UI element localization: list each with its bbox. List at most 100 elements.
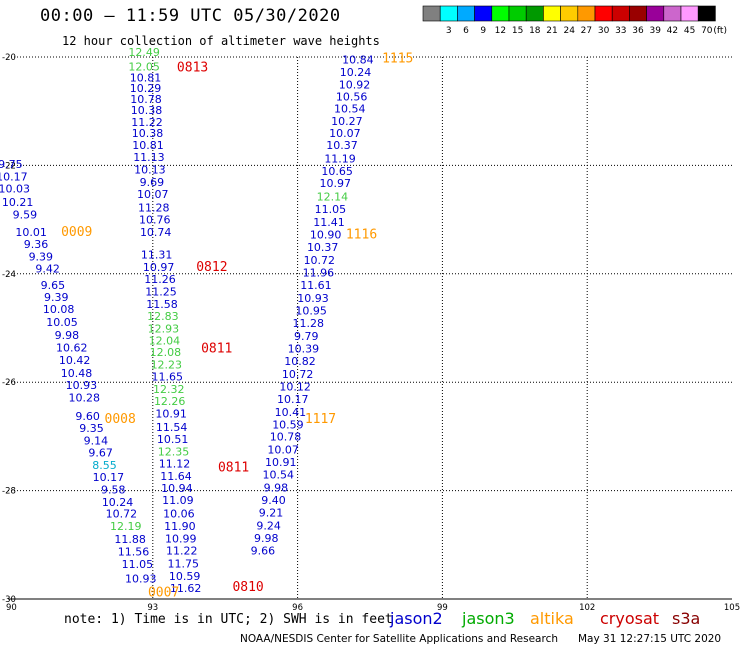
y-tick-label: -20 <box>2 53 16 63</box>
pass-time-label: 0812 <box>196 260 227 275</box>
y-tick-label: -30 <box>2 595 16 605</box>
swh-value: 12.23 <box>151 359 183 372</box>
swh-value: 11.75 <box>167 558 199 571</box>
swh-value: 10.06 <box>163 508 195 521</box>
swh-value: 9.60 <box>75 410 100 423</box>
swh-value: 10.78 <box>130 93 162 106</box>
scale-label: 9 <box>480 26 486 36</box>
swh-value: 10.82 <box>284 355 316 368</box>
swh-value: 9.69 <box>140 176 165 189</box>
swh-value: 11.90 <box>164 520 196 533</box>
swh-value: 11.12 <box>159 457 191 470</box>
x-tick-label: 105 <box>724 603 740 610</box>
pass-1115-1117: 10.8410.2410.9210.5610.5410.2710.0710.37… <box>251 54 374 558</box>
swh-value: 11.05 <box>122 558 154 571</box>
y-tick-label: -28 <box>2 487 16 497</box>
swh-value: 10.54 <box>334 102 366 115</box>
x-tick-label: 96 <box>292 603 303 610</box>
pass-time-label: 0810 <box>232 580 263 595</box>
swh-value: 9.39 <box>29 250 54 263</box>
swh-value: 10.29 <box>130 82 162 95</box>
swh-value: 12.26 <box>154 395 186 408</box>
swh-value: 10.17 <box>93 471 125 484</box>
swh-value: 11.64 <box>160 470 192 483</box>
swh-value: 12.19 <box>110 520 142 533</box>
swh-value: 10.37 <box>307 241 339 254</box>
swh-value: 9.14 <box>84 435 109 448</box>
legend-jason2: jason2 <box>390 609 443 628</box>
swh-value: 12.14 <box>317 191 349 204</box>
pass-0009-0007: 9.7510.1710.0310.219.5910.019.369.399.42… <box>0 158 156 586</box>
scale-label: 39 <box>649 26 661 36</box>
units-note: note: 1) Time is in UTC; 2) SWH is in fe… <box>64 612 393 627</box>
swh-value: 9.39 <box>44 291 69 304</box>
legend-jason3: jason3 <box>462 609 515 628</box>
scale-label: 36 <box>632 26 644 36</box>
swh-value: 9.36 <box>24 238 49 251</box>
swh-value: 10.27 <box>331 115 363 128</box>
swh-value: 11.54 <box>156 421 188 434</box>
scale-label: 15 <box>512 26 523 36</box>
swh-value: 10.72 <box>282 368 314 381</box>
swh-value: 11.62 <box>170 582 202 595</box>
swh-value: 9.98 <box>55 329 80 342</box>
pass-time-label: 1116 <box>346 228 377 243</box>
swh-value: 10.94 <box>161 482 193 495</box>
swh-value: 9.75 <box>0 158 23 171</box>
swh-value: 11.25 <box>145 285 177 298</box>
pass-time-label: 1117 <box>305 412 336 427</box>
swh-value: 10.92 <box>339 78 371 91</box>
swh-value: 11.96 <box>303 267 335 280</box>
swh-value: 10.78 <box>270 431 302 444</box>
swh-value: 10.97 <box>319 177 351 190</box>
swh-value: 11.26 <box>144 273 176 286</box>
swh-value: 10.12 <box>279 380 311 393</box>
swh-value: 10.17 <box>0 171 28 184</box>
swh-value: 10.54 <box>263 469 295 482</box>
pass-time-label: 0008 <box>105 412 136 427</box>
x-tick-label: 102 <box>579 603 595 610</box>
scale-label: 18 <box>529 26 541 36</box>
swh-value: 10.03 <box>0 183 30 196</box>
swh-value: 9.98 <box>264 482 289 495</box>
scale-label: 6 <box>463 26 469 36</box>
scale-label: 21 <box>546 26 557 36</box>
x-tick-label: 93 <box>147 603 158 610</box>
scale-label: 70 <box>701 26 713 36</box>
scale-label: 42 <box>667 26 678 36</box>
swh-value: 11.58 <box>146 298 178 311</box>
swh-value: 9.79 <box>294 330 319 343</box>
swh-value: 10.38 <box>132 127 164 140</box>
swh-value: 11.56 <box>118 546 150 559</box>
swh-value: 10.38 <box>131 104 163 117</box>
swh-value: 9.42 <box>35 263 60 276</box>
scale-label: 27 <box>581 26 592 36</box>
swh-value: 10.07 <box>267 444 299 457</box>
generation-timestamp: May 31 12:27:15 UTC 2020 <box>578 633 722 645</box>
swh-value: 10.07 <box>137 188 169 201</box>
swh-value: 11.19 <box>324 153 356 166</box>
swh-value: 9.59 <box>13 209 38 222</box>
swh-value: 9.67 <box>88 446 113 459</box>
swh-value: 10.90 <box>310 229 342 242</box>
pass-0813-0810: 12.4912.0510.8110.2910.7810.3811.2210.38… <box>128 46 201 595</box>
swh-value: 10.56 <box>336 90 368 103</box>
swh-value: 10.97 <box>143 261 175 274</box>
swh-value: 10.62 <box>56 341 88 354</box>
scale-label: 33 <box>615 26 626 36</box>
legend-altika: altika <box>530 609 574 628</box>
swh-value: 9.35 <box>79 422 104 435</box>
swh-value: 10.37 <box>326 139 358 152</box>
swh-value: 11.28 <box>292 317 324 330</box>
swh-value: 10.05 <box>46 316 78 329</box>
swh-value: 10.28 <box>69 392 101 405</box>
swh-value: 10.17 <box>277 393 309 406</box>
swh-value: 10.41 <box>275 406 307 419</box>
swh-value: 10.93 <box>297 292 329 305</box>
swh-value: 12.49 <box>128 46 160 59</box>
swh-value: 10.72 <box>304 254 336 267</box>
swh-value: 10.42 <box>59 354 91 367</box>
swh-value: 12.32 <box>153 383 185 396</box>
swh-value: 9.40 <box>261 494 286 507</box>
scale-label: 24 <box>563 26 575 36</box>
